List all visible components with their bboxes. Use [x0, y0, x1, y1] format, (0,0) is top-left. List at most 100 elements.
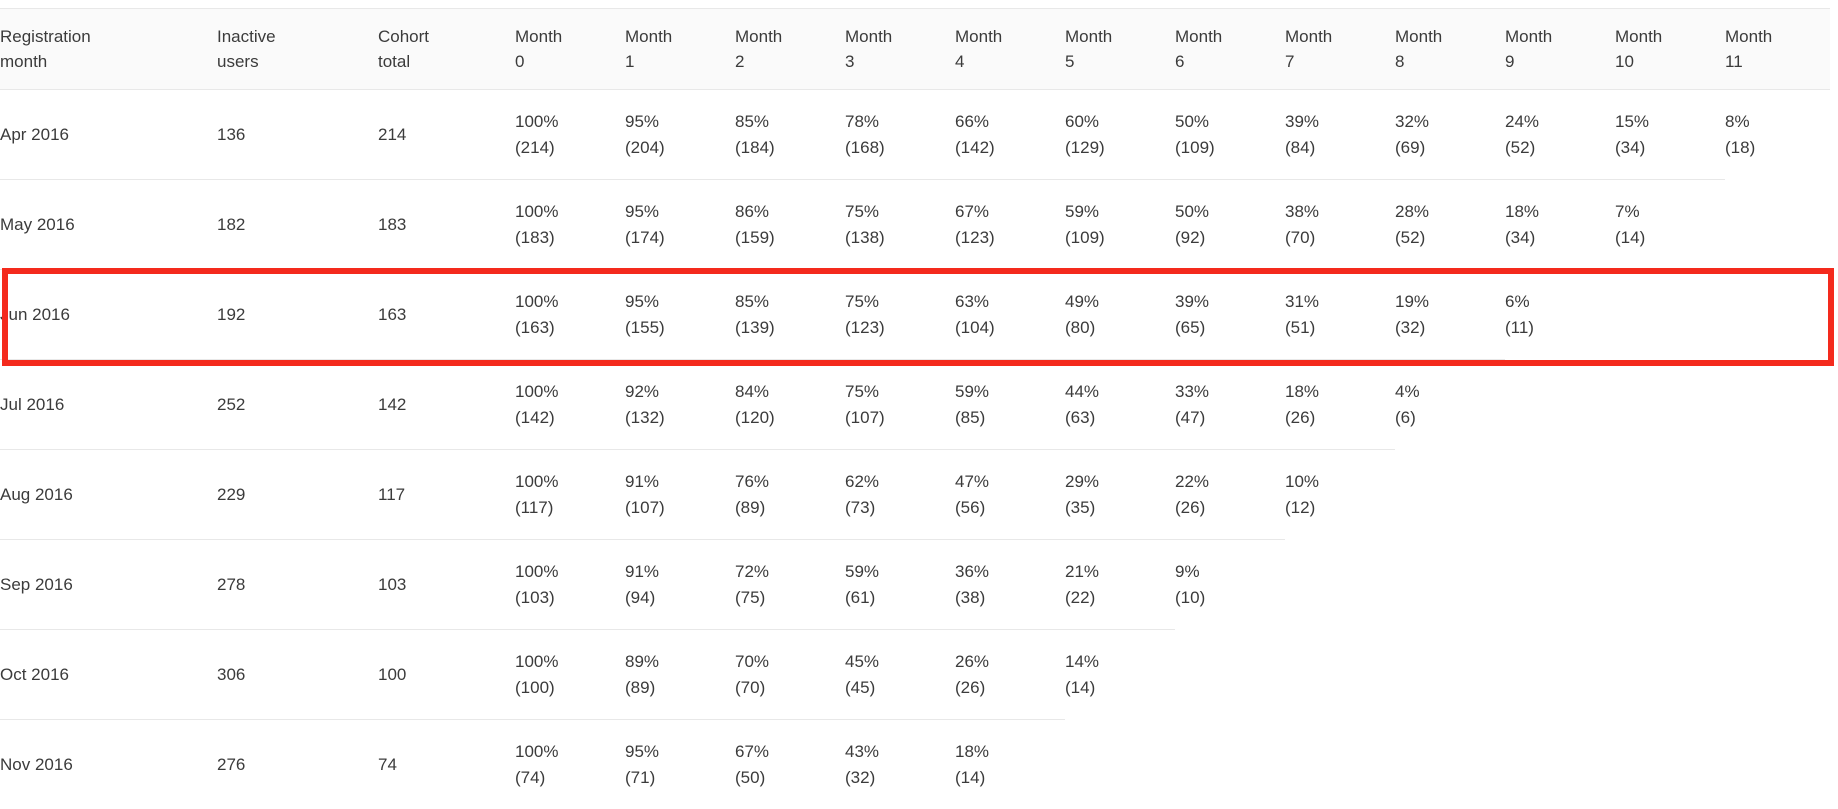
retention-cell-month-3: 62%(73): [845, 450, 955, 540]
retention-cell-month-4: 26%(26): [955, 630, 1065, 720]
registration-month-cell: Jun 2016: [0, 270, 217, 360]
retention-cell-month-0: 100%(142): [515, 360, 625, 450]
retention-cell-month-0: 100%(214): [515, 90, 625, 180]
registration-month-cell: Sep 2016: [0, 540, 217, 630]
header-label-line1: Month: [1175, 24, 1285, 49]
header-label-line2: 10: [1615, 49, 1725, 74]
retention-cell-month-4: 59%(85): [955, 360, 1065, 450]
inactive-users-cell: 192: [217, 270, 378, 360]
retention-percent: 67%: [955, 199, 1065, 225]
retention-percent: 92%: [625, 379, 735, 405]
header-label-line2: 5: [1065, 49, 1175, 74]
retention-count: (174): [625, 225, 735, 251]
retention-cell-month-0: 100%(103): [515, 540, 625, 630]
retention-percent: 100%: [515, 469, 625, 495]
retention-count: (155): [625, 315, 735, 341]
header-label-line2: 11: [1725, 49, 1830, 74]
retention-percent: 22%: [1175, 469, 1285, 495]
header-label-line1: Month: [515, 24, 625, 49]
retention-count: (26): [1175, 495, 1285, 521]
retention-count: (32): [845, 765, 955, 791]
retention-count: (142): [515, 405, 625, 431]
retention-cell-month-5: 29%(35): [1065, 450, 1175, 540]
retention-cell-month-3: 78%(168): [845, 90, 955, 180]
retention-percent: 91%: [625, 469, 735, 495]
retention-cell-month-0: 100%(183): [515, 180, 625, 270]
retention-cell-month-0: 100%(100): [515, 630, 625, 720]
retention-cell-month-1: 92%(132): [625, 360, 735, 450]
retention-cell-month-6: 22%(26): [1175, 450, 1285, 540]
retention-percent: 19%: [1395, 289, 1505, 315]
retention-count: (70): [735, 675, 845, 701]
header-label-line2: 4: [955, 49, 1065, 74]
cohort-total-cell: 100: [378, 630, 515, 720]
retention-percent: 29%: [1065, 469, 1175, 495]
header-label-line2: 6: [1175, 49, 1285, 74]
retention-cell-month-1: 95%(204): [625, 90, 735, 180]
retention-cell-month-7: 39%(84): [1285, 90, 1395, 180]
retention-percent: 100%: [515, 199, 625, 225]
retention-count: (14): [1615, 225, 1725, 251]
cohort-total-cell: 183: [378, 180, 515, 270]
retention-cell-month-8: 32%(69): [1395, 90, 1505, 180]
retention-cell-month-3: 45%(45): [845, 630, 955, 720]
retention-cell-month-7: 10%(12): [1285, 450, 1395, 540]
header-label-line1: Month: [625, 24, 735, 49]
retention-cell-month-11: 8%(18): [1725, 90, 1830, 180]
retention-cell-month-5: 14%(14): [1065, 630, 1175, 720]
registration-month-cell: Jul 2016: [0, 360, 217, 450]
retention-percent: 60%: [1065, 109, 1175, 135]
retention-percent: 59%: [955, 379, 1065, 405]
retention-count: (50): [735, 765, 845, 791]
retention-cell-month-5: 59%(109): [1065, 180, 1175, 270]
retention-count: (214): [515, 135, 625, 161]
retention-count: (129): [1065, 135, 1175, 161]
retention-cell-month-7: 18%(26): [1285, 360, 1395, 450]
retention-percent: 4%: [1395, 379, 1505, 405]
retention-cell-month-0: 100%(163): [515, 270, 625, 360]
header-label-line2: 8: [1395, 49, 1505, 74]
cohort-total-cell: 117: [378, 450, 515, 540]
retention-count: (38): [955, 585, 1065, 611]
inactive-users-cell: 182: [217, 180, 378, 270]
retention-percent: 18%: [1285, 379, 1395, 405]
retention-cell-month-3: 75%(107): [845, 360, 955, 450]
retention-count: (52): [1395, 225, 1505, 251]
retention-count: (11): [1505, 315, 1615, 341]
retention-percent: 9%: [1175, 559, 1285, 585]
retention-percent: 89%: [625, 649, 735, 675]
retention-cell-month-1: 95%(155): [625, 270, 735, 360]
retention-percent: 36%: [955, 559, 1065, 585]
retention-percent: 100%: [515, 379, 625, 405]
retention-percent: 50%: [1175, 109, 1285, 135]
retention-cell-month-3: 59%(61): [845, 540, 955, 630]
retention-percent: 84%: [735, 379, 845, 405]
retention-percent: 75%: [845, 289, 955, 315]
retention-cell-month-8: 4%(6): [1395, 360, 1505, 450]
retention-percent: 28%: [1395, 199, 1505, 225]
retention-cell-month-1: 95%(71): [625, 720, 735, 809]
retention-count: (32): [1395, 315, 1505, 341]
retention-cell-month-8: 28%(52): [1395, 180, 1505, 270]
retention-percent: 31%: [1285, 289, 1395, 315]
retention-count: (94): [625, 585, 735, 611]
header-label-line1: Month: [845, 24, 955, 49]
retention-cell-month-10: 7%(14): [1615, 180, 1725, 270]
retention-percent: 39%: [1175, 289, 1285, 315]
retention-count: (51): [1285, 315, 1395, 341]
retention-cell-month-5: 60%(129): [1065, 90, 1175, 180]
retention-cell-month-10: 15%(34): [1615, 90, 1725, 180]
